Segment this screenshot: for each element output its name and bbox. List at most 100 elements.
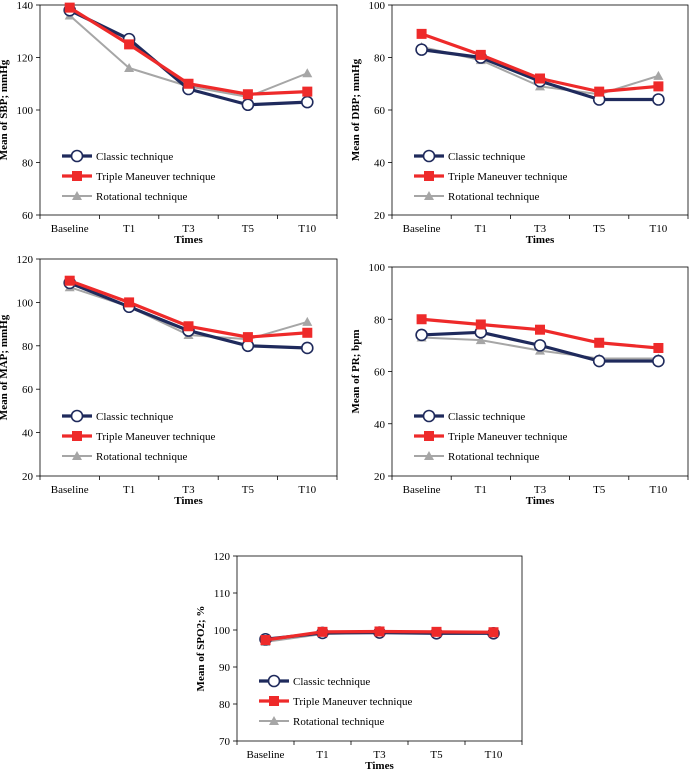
- legend-marker-classic: [267, 674, 281, 688]
- point-triple: [302, 86, 313, 97]
- y-tick-label: 80: [374, 314, 386, 326]
- chart-dbp: 20 40 60 80 100 Baseline T1 T3 T5 T10 Times Mean of…: [350, 0, 689, 246]
- legend: Classic technique Triple Maneuver techniq…: [414, 409, 567, 463]
- x-tick-label: Baseline: [51, 223, 89, 235]
- x-tick-label: T5: [593, 484, 606, 496]
- point-triple: [374, 626, 385, 637]
- y-tick-label: 90: [219, 662, 231, 674]
- legend-label-triple: Triple Maneuver technique: [96, 431, 215, 443]
- y-tick-label: 60: [22, 384, 34, 396]
- point-rotational: [302, 68, 313, 78]
- point-classic: [652, 354, 665, 368]
- x-tick-label: Baseline: [403, 223, 441, 235]
- series-triple: [64, 2, 313, 100]
- y-axis-title: Mean of MAP; mmHg: [0, 314, 10, 420]
- chart-pr: 20 40 60 80 100 Baseline T1 T3 T5 T10 Times Mean of…: [350, 262, 689, 507]
- y-tick-label: 20: [22, 471, 34, 483]
- legend-marker-rotational: [424, 451, 434, 460]
- y-tick-label: 20: [374, 210, 386, 222]
- point-triple: [535, 73, 545, 84]
- legend: Classic technique Triple Maneuver techniq…: [259, 674, 412, 728]
- y-tick-label: 120: [214, 551, 231, 563]
- point-classic: [592, 354, 606, 368]
- x-tick-label: Baseline: [403, 484, 441, 496]
- legend-label-classic: Classic technique: [448, 411, 525, 423]
- point-classic: [533, 339, 547, 352]
- y-tick-label: 140: [17, 0, 34, 12]
- x-tick-label: T5: [242, 223, 255, 235]
- x-tick-label: T3: [534, 484, 547, 496]
- y-axis-title: Mean of PR; bpm: [350, 329, 362, 413]
- y-axis-title: Mean of SBP; mmHg: [0, 59, 10, 160]
- point-rotational: [124, 63, 135, 72]
- plot-frame: [39, 258, 338, 477]
- y-axis-title: Mean of DBP; mmHg: [350, 58, 362, 161]
- series-triple: [416, 28, 664, 97]
- x-axis-title: Times: [174, 234, 203, 246]
- point-rotational: [475, 335, 486, 345]
- legend-label-triple: Triple Maneuver technique: [96, 171, 215, 183]
- x-tick-label: T1: [123, 484, 135, 496]
- point-rotational: [653, 70, 664, 80]
- legend: Classic technique Triple Maneuver techniq…: [414, 149, 567, 203]
- y-tick-label: 70: [219, 736, 231, 748]
- x-tick-label: T3: [182, 223, 195, 235]
- point-triple: [594, 337, 605, 348]
- legend-label-rotational: Rotational technique: [448, 191, 539, 203]
- legend-label-classic: Classic technique: [293, 676, 370, 688]
- point-triple: [535, 324, 545, 335]
- x-tick-label: T5: [430, 749, 443, 761]
- point-classic: [415, 43, 428, 56]
- point-triple: [594, 86, 605, 97]
- x-tick-label: T3: [534, 223, 547, 235]
- point-triple: [64, 275, 75, 286]
- legend-label-classic: Classic technique: [96, 151, 173, 163]
- point-classic: [415, 328, 428, 342]
- point-triple: [124, 297, 135, 308]
- x-tick-label: T3: [373, 749, 386, 761]
- series-triple: [416, 314, 664, 353]
- x-tick-label: T5: [593, 223, 606, 235]
- plot-frame: [39, 4, 338, 216]
- y-tick-label: 80: [22, 341, 34, 353]
- point-triple: [183, 78, 194, 89]
- point-triple: [475, 319, 486, 330]
- y-tick-label: 40: [374, 158, 386, 170]
- plot-frame: [391, 4, 689, 216]
- point-triple: [653, 342, 664, 353]
- y-tick-label: 120: [17, 53, 34, 65]
- y-tick-label: 100: [17, 297, 34, 309]
- plot-frame: [236, 555, 523, 742]
- x-axis-title: Times: [365, 760, 394, 770]
- x-tick-label: T10: [298, 223, 316, 235]
- y-tick-label: 120: [17, 254, 34, 266]
- y-tick-label: 80: [374, 53, 386, 65]
- y-axis-title: Mean of SPO2; %: [195, 606, 207, 692]
- series-classic: [63, 276, 314, 355]
- legend-marker-classic: [422, 409, 436, 423]
- point-triple: [416, 28, 427, 39]
- point-triple: [124, 39, 135, 50]
- x-tick-label: T1: [123, 223, 135, 235]
- legend: Classic technique Triple Maneuver techniq…: [62, 149, 215, 203]
- legend-label-triple: Triple Maneuver technique: [448, 171, 567, 183]
- x-axis-title: Times: [526, 495, 555, 507]
- point-triple: [416, 314, 427, 325]
- x-tick-label: T1: [475, 484, 487, 496]
- x-axis-title: Times: [526, 234, 555, 246]
- y-tick-label: 100: [369, 262, 386, 274]
- y-tick-label: 40: [374, 419, 386, 431]
- point-triple: [302, 327, 313, 338]
- y-tick-label: 20: [374, 471, 386, 483]
- y-tick-label: 40: [22, 428, 34, 440]
- point-triple: [475, 49, 486, 60]
- series-triple: [260, 626, 499, 645]
- y-tick-label: 100: [369, 0, 386, 12]
- x-tick-label: Baseline: [247, 749, 285, 761]
- x-tick-label: T5: [242, 484, 255, 496]
- series-triple: [64, 275, 313, 343]
- legend-label-rotational: Rotational technique: [96, 451, 187, 463]
- y-tick-label: 100: [214, 625, 231, 637]
- legend-marker-rotational: [269, 716, 279, 725]
